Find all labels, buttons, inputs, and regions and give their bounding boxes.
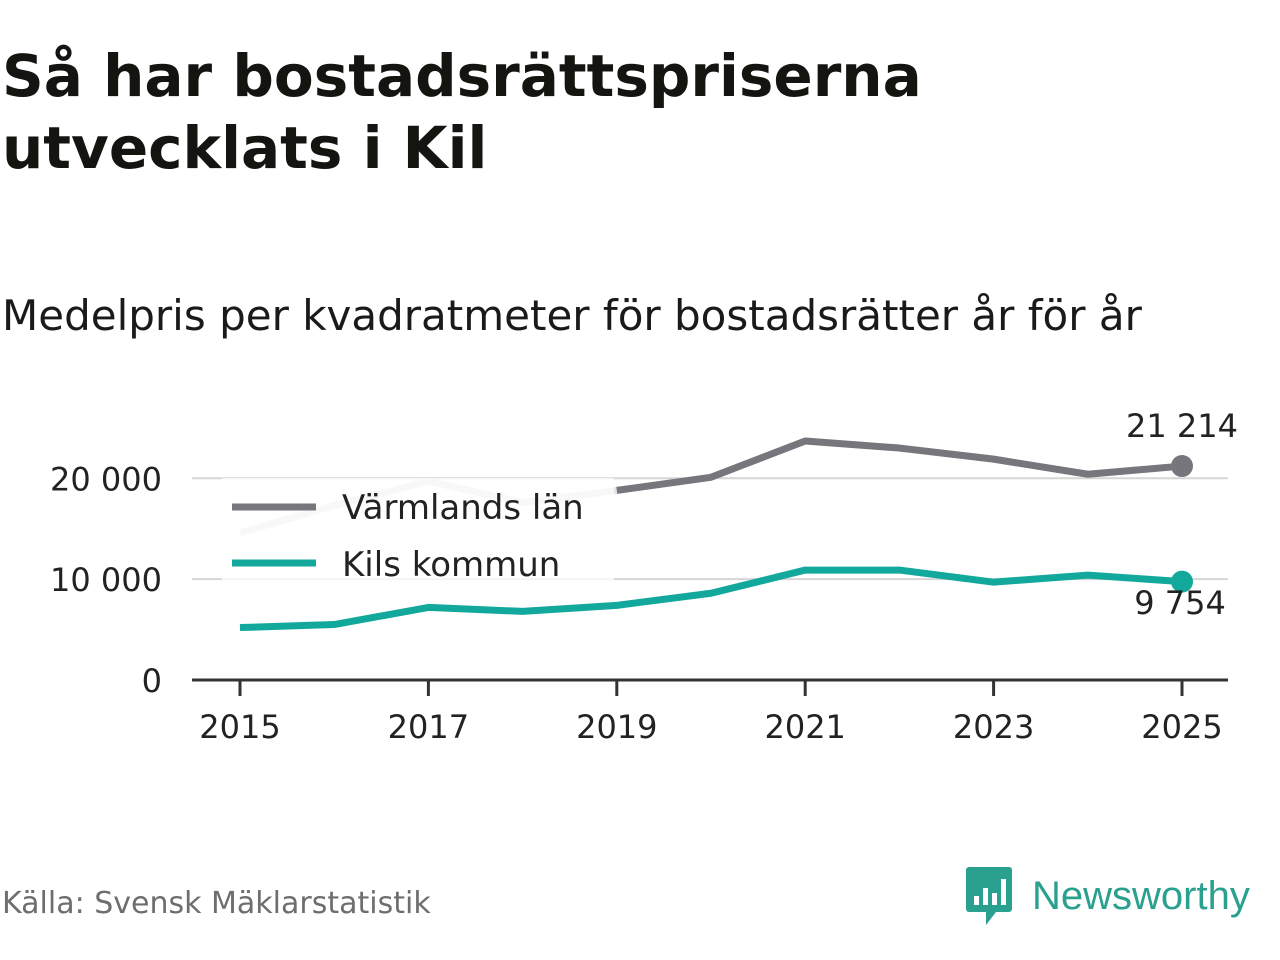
source-note: Källa: Svensk Mäklarstatistik bbox=[2, 886, 431, 921]
end-marker-varmland bbox=[1171, 455, 1193, 478]
y-tick-label: 20 000 bbox=[50, 460, 162, 498]
end-label-varmland: 21 214 bbox=[1126, 407, 1238, 445]
newsworthy-logo-icon bbox=[966, 867, 1012, 925]
legend-label-kil: Kils kommun bbox=[342, 545, 560, 585]
x-tick-label: 2021 bbox=[764, 708, 845, 746]
x-tick-label: 2015 bbox=[199, 708, 280, 746]
x-tick-label: 2023 bbox=[953, 708, 1034, 746]
chart-subtitle: Medelpris per kvadratmeter för bostadsrä… bbox=[2, 291, 1142, 340]
x-tick-label: 2019 bbox=[576, 708, 657, 746]
brand-logo: Newsworthy bbox=[964, 864, 1250, 928]
legend-label-varmland: Värmlands län bbox=[342, 488, 584, 528]
y-tick-label: 10 000 bbox=[50, 561, 162, 599]
legend-backdrop bbox=[222, 478, 614, 590]
end-marker-kil bbox=[1171, 570, 1193, 593]
x-tick-label: 2025 bbox=[1141, 708, 1222, 746]
series-line-varmland bbox=[616, 437, 1183, 494]
end-label-kil: 9 754 bbox=[1134, 584, 1226, 622]
chart-title: Så har bostadsrättspriserna utvecklats i… bbox=[2, 42, 922, 182]
series-line-kil bbox=[239, 566, 1183, 632]
brand-name: Newsworthy bbox=[1032, 873, 1250, 918]
y-tick-label: 0 bbox=[142, 662, 162, 700]
x-tick-label: 2017 bbox=[388, 708, 469, 746]
